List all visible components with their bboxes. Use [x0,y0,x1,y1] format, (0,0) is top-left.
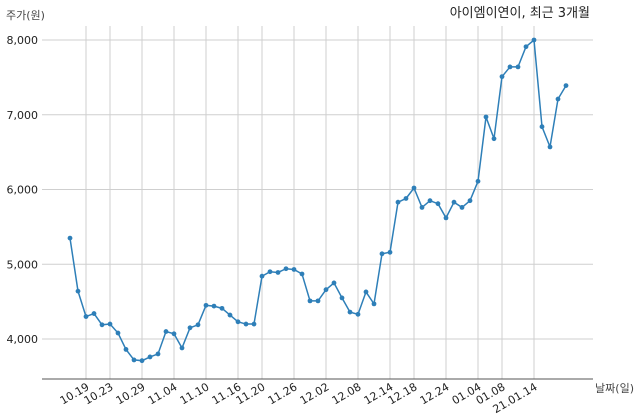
data-point [131,357,137,363]
data-point [483,114,489,120]
x-tick-label: 12.02 [298,380,332,407]
data-point [259,273,265,279]
data-point [163,329,169,334]
data-point [539,124,545,130]
data-point [115,330,121,336]
data-point [187,325,193,331]
data-point [243,321,249,327]
x-tick-label: 12.08 [330,380,364,407]
data-point [219,305,225,311]
data-point [123,347,129,352]
y-tick-labels: 4,000 5,000 6,000 7,000 8,000 [7,34,39,346]
data-point [211,303,217,309]
grid-lines [42,26,593,379]
data-point [523,44,529,50]
data-point [251,321,257,327]
data-point [75,288,81,294]
data-point [67,235,73,241]
data-point [155,351,161,357]
data-point [299,271,305,277]
x-tick-label: 11.26 [266,380,300,407]
x-tick-labels: 10.1910.2310.2911.0411.1011.1611.2011.26… [58,380,540,416]
data-point [179,345,185,351]
data-point [547,144,553,150]
data-point [315,298,321,304]
data-point [195,322,201,328]
x-tick-label: 11.10 [178,380,212,407]
y-tick-label: 4,000 [7,333,39,346]
data-point [107,321,113,327]
data-point [507,64,513,70]
data-point [331,280,337,286]
data-point [339,295,345,301]
data-point [475,178,481,184]
x-tick-label: 10.29 [114,380,148,407]
y-tick-label: 7,000 [7,109,39,122]
data-point [435,201,441,207]
data-point [379,251,385,257]
y-tick-label: 6,000 [7,184,39,197]
data-points [67,37,569,364]
data-point [443,215,449,221]
data-point [267,269,273,275]
data-point [387,249,393,255]
data-point [83,314,89,319]
data-point [499,74,505,80]
x-tick-label: 12.24 [418,380,452,407]
data-point [227,312,233,318]
y-axis-label: 주가(원) [6,9,45,22]
chart-title: 아이엠이연이, 최근 3개월 [450,6,590,21]
data-point [171,331,177,337]
data-point [355,311,361,317]
data-point [459,205,465,210]
data-point [427,198,433,204]
data-point [363,289,369,295]
data-point [283,266,289,272]
data-point [403,196,409,201]
data-point [395,199,401,205]
x-tick-label: 11.04 [146,380,180,407]
series-line [69,38,567,362]
data-point [451,199,457,205]
data-point [515,64,521,70]
data-point [411,185,417,191]
data-point [203,302,209,308]
data-point [291,267,297,272]
x-axis-label: 날짜(일) [595,381,634,395]
data-point [419,205,425,210]
data-point [467,198,473,204]
y-tick-label: 5,000 [7,258,39,271]
data-point [371,301,377,307]
y-tick-label: 8,000 [7,34,39,47]
data-point [347,309,353,315]
data-point [531,37,537,43]
data-point [491,136,497,142]
data-point [91,311,97,316]
data-point [235,319,241,325]
data-point [323,287,329,293]
data-point [99,322,105,328]
data-point [275,270,281,275]
data-point [555,96,561,102]
data-point [139,358,145,364]
data-point [307,298,313,304]
data-point [563,83,569,88]
data-point [147,354,153,360]
